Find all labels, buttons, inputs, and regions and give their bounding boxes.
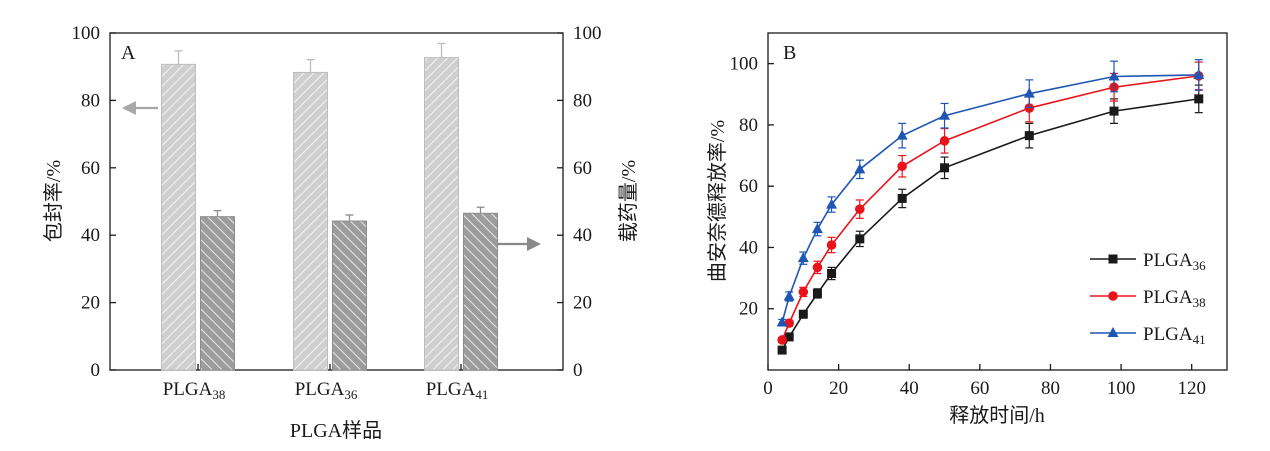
data-point-plga36 <box>1194 94 1204 104</box>
panel-a-bar-chart: A 0 20 40 60 80 100 0 20 40 60 80 100 PLGA38 PLGA36… <box>42 23 640 442</box>
bar-drug-loading <box>463 212 498 371</box>
right-y-tick-label: 20 <box>573 293 592 314</box>
legend-marker-plga41 <box>1107 327 1119 337</box>
panel-b-series <box>776 59 1205 355</box>
data-point-plga38 <box>798 287 809 297</box>
panel-b-y-axis-label: 曲安奈德释放率/% <box>706 120 729 282</box>
data-point-plga36 <box>1024 131 1034 141</box>
left-y-tick-label: 80 <box>81 90 100 111</box>
data-point-plga41 <box>939 109 951 120</box>
panel-b-plot-frame <box>767 32 1228 371</box>
right-y-tick-label: 0 <box>573 360 583 381</box>
data-point-plga36 <box>897 193 907 203</box>
right-y-tick-label: 80 <box>573 90 592 111</box>
series-plga41 <box>776 59 1205 327</box>
left-y-tick-label: 0 <box>91 360 101 381</box>
data-point-plga36 <box>798 309 808 319</box>
panel-b-legend: PLGA36 PLGA38 PLGA41 <box>1090 250 1206 347</box>
legend-marker-plga36 <box>1108 254 1118 264</box>
right-y-tick-label: 60 <box>573 158 592 179</box>
data-point-plga36 <box>1109 106 1119 116</box>
bar-encapsulation <box>161 63 196 371</box>
data-point-plga36 <box>940 163 950 173</box>
right-y-tick-label: 100 <box>573 23 602 44</box>
panel-b-x-axis-label: 释放时间/h <box>949 404 1045 427</box>
series-line-plga41 <box>781 74 1199 323</box>
x-tick-label: 60 <box>970 378 989 399</box>
data-point-plga38 <box>1024 103 1035 113</box>
data-point-plga41 <box>797 252 809 263</box>
legend-label-plga36: PLGA36 <box>1143 250 1206 273</box>
x-tick-label: 0 <box>763 378 773 399</box>
data-point-plga36 <box>777 345 787 355</box>
panel-b-x-axis: 0 20 40 60 80 100 120 <box>763 364 1206 399</box>
data-point-plga36 <box>827 268 837 278</box>
y-tick-label: 80 <box>739 115 758 136</box>
data-point-plga41 <box>811 223 823 234</box>
series-line-plga38 <box>781 75 1199 341</box>
series-line-plga36 <box>781 98 1199 351</box>
data-point-plga41 <box>896 129 908 140</box>
y-tick-label: 20 <box>739 299 758 320</box>
legend-label-plga38: PLGA38 <box>1143 287 1206 310</box>
legend-item-plga38: PLGA38 <box>1090 287 1206 310</box>
legend-item-plga41: PLGA41 <box>1090 324 1206 347</box>
legend-label-plga41: PLGA41 <box>1143 324 1206 347</box>
legend-item-plga36: PLGA36 <box>1090 250 1206 273</box>
panel-a-label: A <box>121 42 136 64</box>
data-point-plga41 <box>1023 87 1035 98</box>
x-tick-label: 40 <box>900 378 919 399</box>
data-point-plga38 <box>812 262 823 273</box>
y-tick-label: 100 <box>730 54 759 75</box>
data-point-plga41 <box>783 290 795 301</box>
panel-b-label: B <box>783 42 796 64</box>
data-point-plga38 <box>897 161 907 172</box>
left-y-tick-label: 100 <box>72 23 101 44</box>
x-tick-label-plga36: PLGA36 <box>295 379 358 402</box>
data-point-plga41 <box>854 163 866 174</box>
bar-drug-loading <box>332 220 367 371</box>
data-point-plga38 <box>939 136 950 146</box>
left-y-tick-label: 20 <box>81 293 100 314</box>
panel-a-x-axis-label: PLGA样品 <box>290 419 382 442</box>
data-point-plga38 <box>777 335 787 345</box>
data-point-plga38 <box>855 204 865 214</box>
data-point-plga38 <box>826 240 837 250</box>
data-point-plga41 <box>1193 68 1205 79</box>
x-tick-label-plga41: PLGA41 <box>426 379 489 402</box>
panel-a-category-labels: PLGA38 PLGA36 PLGA41 <box>163 364 489 402</box>
panel-a-right-axis: 0 20 40 60 80 100 <box>557 23 602 381</box>
x-tick-label: 20 <box>829 378 848 399</box>
y-tick-label: 60 <box>739 176 758 197</box>
data-point-plga36 <box>855 234 865 244</box>
data-point-plga41 <box>776 316 788 327</box>
series-plga36 <box>777 84 1204 355</box>
bar-encapsulation <box>424 57 459 371</box>
panel-a-left-y-axis-label: 包封率/% <box>42 160 65 242</box>
panel-a-left-axis: 0 20 40 60 80 100 <box>72 23 116 381</box>
right-axis-arrow-icon <box>497 237 541 251</box>
legend-marker-plga38 <box>1108 291 1118 301</box>
right-y-tick-label: 40 <box>573 225 592 246</box>
left-y-tick-label: 40 <box>81 225 100 246</box>
panel-a-right-y-axis-label: 载药量/% <box>617 160 640 242</box>
data-point-plga36 <box>812 288 822 298</box>
x-tick-label-plga38: PLGA38 <box>163 379 226 402</box>
x-tick-label: 80 <box>1041 378 1060 399</box>
x-tick-label: 120 <box>1177 378 1206 399</box>
left-y-tick-label: 60 <box>81 158 100 179</box>
panel-b-y-axis: 20 40 60 80 100 <box>730 54 774 320</box>
y-tick-label: 40 <box>739 237 758 258</box>
panel-a-bars <box>161 42 498 371</box>
bar-encapsulation <box>293 71 328 371</box>
data-point-plga36 <box>784 332 794 342</box>
data-point-plga41 <box>826 198 838 209</box>
data-point-plga41 <box>1108 70 1120 81</box>
left-axis-arrow-icon <box>122 101 158 115</box>
bar-drug-loading <box>200 216 235 371</box>
x-tick-label: 100 <box>1107 378 1136 399</box>
